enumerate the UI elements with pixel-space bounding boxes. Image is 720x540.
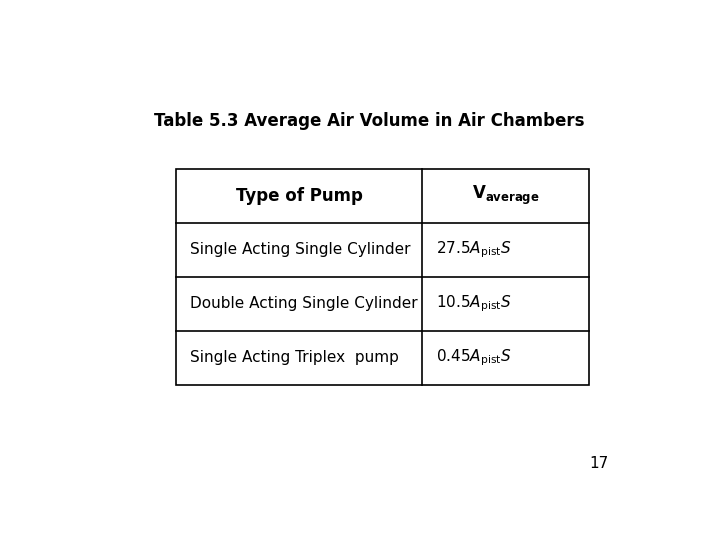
- Text: Table 5.3 Average Air Volume in Air Chambers: Table 5.3 Average Air Volume in Air Cham…: [154, 112, 584, 130]
- Text: Single Acting Single Cylinder: Single Acting Single Cylinder: [190, 242, 411, 258]
- Text: $\mathbf{V}_{\mathbf{average}}$: $\mathbf{V}_{\mathbf{average}}$: [472, 184, 539, 207]
- Text: 17: 17: [590, 456, 609, 471]
- Text: Single Acting Triplex  pump: Single Acting Triplex pump: [190, 350, 400, 366]
- Text: Double Acting Single Cylinder: Double Acting Single Cylinder: [190, 296, 418, 312]
- Text: $10.5 A_{\mathrm{pist}}S$: $10.5 A_{\mathrm{pist}}S$: [436, 294, 512, 314]
- Text: $27.5 A_{\mathrm{pist}}S$: $27.5 A_{\mathrm{pist}}S$: [436, 240, 512, 260]
- Text: Type of Pump: Type of Pump: [236, 187, 363, 205]
- Text: $0.45 A_{\mathrm{pist}}S$: $0.45 A_{\mathrm{pist}}S$: [436, 348, 512, 368]
